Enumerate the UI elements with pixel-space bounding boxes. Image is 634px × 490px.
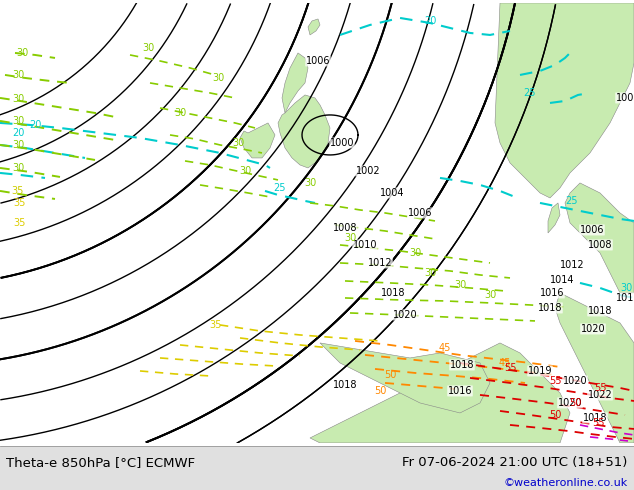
Text: 30: 30 [12,94,24,104]
Text: 30: 30 [424,268,436,278]
Text: 1008: 1008 [616,93,634,103]
Text: Fr 07-06-2024 21:00 UTC (18+51): Fr 07-06-2024 21:00 UTC (18+51) [403,456,628,469]
Text: 20: 20 [12,128,24,138]
Text: 1014: 1014 [550,275,574,285]
Text: 1012: 1012 [368,258,392,268]
Text: 55: 55 [504,363,516,373]
Text: 55: 55 [592,418,604,428]
Text: 1000: 1000 [330,138,354,148]
Text: 30: 30 [12,116,24,126]
Text: 35: 35 [209,320,221,330]
Polygon shape [282,53,308,113]
Text: 50: 50 [374,386,386,396]
Text: 1018: 1018 [583,413,607,423]
Text: 30: 30 [142,43,154,53]
Text: Theta-e 850hPa [°C] ECMWF: Theta-e 850hPa [°C] ECMWF [6,456,195,469]
Text: 55: 55 [594,383,606,393]
Text: 30: 30 [12,163,24,173]
Text: 20: 20 [424,16,436,26]
Text: 30: 30 [232,138,244,148]
Text: 50: 50 [384,370,396,380]
Text: 1018: 1018 [538,303,562,313]
Text: 1020: 1020 [581,324,605,334]
Text: 1020: 1020 [392,310,417,320]
Text: 30: 30 [12,70,24,80]
Polygon shape [565,183,634,293]
Polygon shape [548,203,560,233]
Text: 1020: 1020 [558,398,582,408]
Text: 1004: 1004 [380,188,404,198]
Polygon shape [555,293,634,443]
Text: 30: 30 [239,166,251,176]
Text: 1012: 1012 [560,260,585,270]
Text: 1016: 1016 [448,386,472,396]
Text: 25: 25 [566,196,578,206]
Text: 1022: 1022 [588,390,612,400]
Text: 1006: 1006 [579,225,604,235]
Text: 30: 30 [212,73,224,83]
Text: 1010: 1010 [353,240,377,250]
Text: 1008: 1008 [333,223,357,233]
Text: 1018: 1018 [381,288,405,298]
Text: 1020: 1020 [563,376,587,386]
Text: 55: 55 [549,376,561,386]
Text: 1018: 1018 [616,293,634,303]
Text: 30: 30 [409,248,421,258]
Text: 35: 35 [12,186,24,196]
Text: 30: 30 [174,108,186,118]
Text: 30: 30 [304,178,316,188]
Text: 1016: 1016 [540,288,564,298]
Text: 30: 30 [12,140,24,150]
Text: 50: 50 [549,410,561,420]
Text: ©weatheronline.co.uk: ©weatheronline.co.uk [503,478,628,489]
Polygon shape [310,343,570,443]
Text: 1018: 1018 [588,306,612,316]
Text: 1019: 1019 [527,366,552,376]
Text: 30: 30 [620,283,632,293]
Text: 25: 25 [524,88,536,98]
Text: 35: 35 [14,198,26,208]
Text: 1006: 1006 [408,208,432,218]
Text: 1018: 1018 [450,360,474,370]
Text: 30: 30 [344,233,356,243]
Text: 30: 30 [16,48,28,58]
Text: 1002: 1002 [356,166,380,176]
Text: 45: 45 [439,343,451,353]
Text: 25: 25 [274,183,286,193]
Text: 1006: 1006 [306,56,330,66]
Polygon shape [320,343,490,413]
Text: 30: 30 [484,290,496,300]
Text: 30: 30 [454,280,466,290]
Text: 20: 20 [29,120,41,130]
Polygon shape [278,95,330,168]
Text: 45: 45 [499,358,511,368]
Polygon shape [495,3,634,198]
Text: 1018: 1018 [333,380,357,390]
Polygon shape [240,123,275,158]
Polygon shape [308,19,320,35]
Text: 50: 50 [569,398,581,408]
Text: 35: 35 [14,218,26,228]
Text: 1008: 1008 [588,240,612,250]
